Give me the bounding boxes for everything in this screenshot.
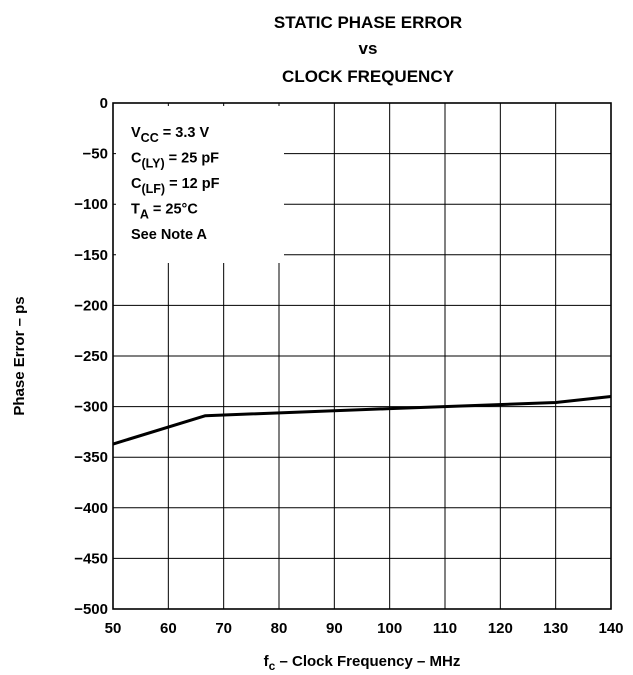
data-layer <box>112 394 612 446</box>
y-tick-label: −150 <box>74 247 108 264</box>
y-tick-label: 0 <box>100 95 108 112</box>
annotation-line: C(LF) = 12 pF <box>131 176 220 196</box>
x-axis-label-rest: – Clock Frequency – MHz <box>275 653 460 670</box>
y-tick-label: −250 <box>74 348 108 365</box>
annotation-line: C(LY) = 25 pF <box>131 151 219 171</box>
chart-title-line-2: vs <box>359 39 378 58</box>
chart-title-line-3: CLOCK FREQUENCY <box>282 67 455 86</box>
plot-frame <box>112 102 612 610</box>
chart-title-line-1: STATIC PHASE ERROR <box>274 13 462 32</box>
x-axis-label: fc – Clock Frequency – MHz <box>264 653 461 673</box>
y-tick-label: −500 <box>74 601 108 618</box>
y-axis-label: Phase Error – ps <box>11 296 28 415</box>
x-tick-label: 110 <box>433 620 457 637</box>
x-tick-label: 100 <box>377 620 402 637</box>
y-tick-label: −200 <box>74 297 108 314</box>
y-tick-label: −350 <box>74 449 108 466</box>
annotation-line: TA = 25°C <box>131 202 198 222</box>
y-tick-label: −300 <box>74 399 108 416</box>
x-tick-label: 130 <box>543 620 568 637</box>
y-tick-label: −400 <box>74 500 108 517</box>
annotation-line: VCC = 3.3 V <box>131 125 209 145</box>
y-tick-label: −450 <box>74 550 108 567</box>
x-tick-label: 80 <box>271 620 288 637</box>
x-tick-label: 60 <box>160 620 177 637</box>
tick-labels: 50 60 70 80 90 100 110 120 130 140 0 −50 −100 −150 −20… <box>74 95 623 637</box>
conditions-annotation: VCC = 3.3 V C(LY) = 25 pF C(LF) = 12 pF TA … <box>131 125 220 243</box>
x-tick-label: 140 <box>598 620 623 637</box>
x-axis-label-main: f <box>264 653 270 670</box>
y-tick-label: −100 <box>74 196 108 213</box>
x-tick-label: 50 <box>105 620 122 637</box>
x-tick-label: 70 <box>215 620 232 637</box>
x-axis-label-sub: c <box>269 659 276 673</box>
series-line <box>112 394 612 446</box>
x-tick-label: 120 <box>488 620 513 637</box>
x-tick-label: 90 <box>326 620 343 637</box>
y-tick-label: −50 <box>83 146 108 163</box>
annotation-background <box>116 106 284 263</box>
annotation-line: See Note A <box>131 227 208 243</box>
